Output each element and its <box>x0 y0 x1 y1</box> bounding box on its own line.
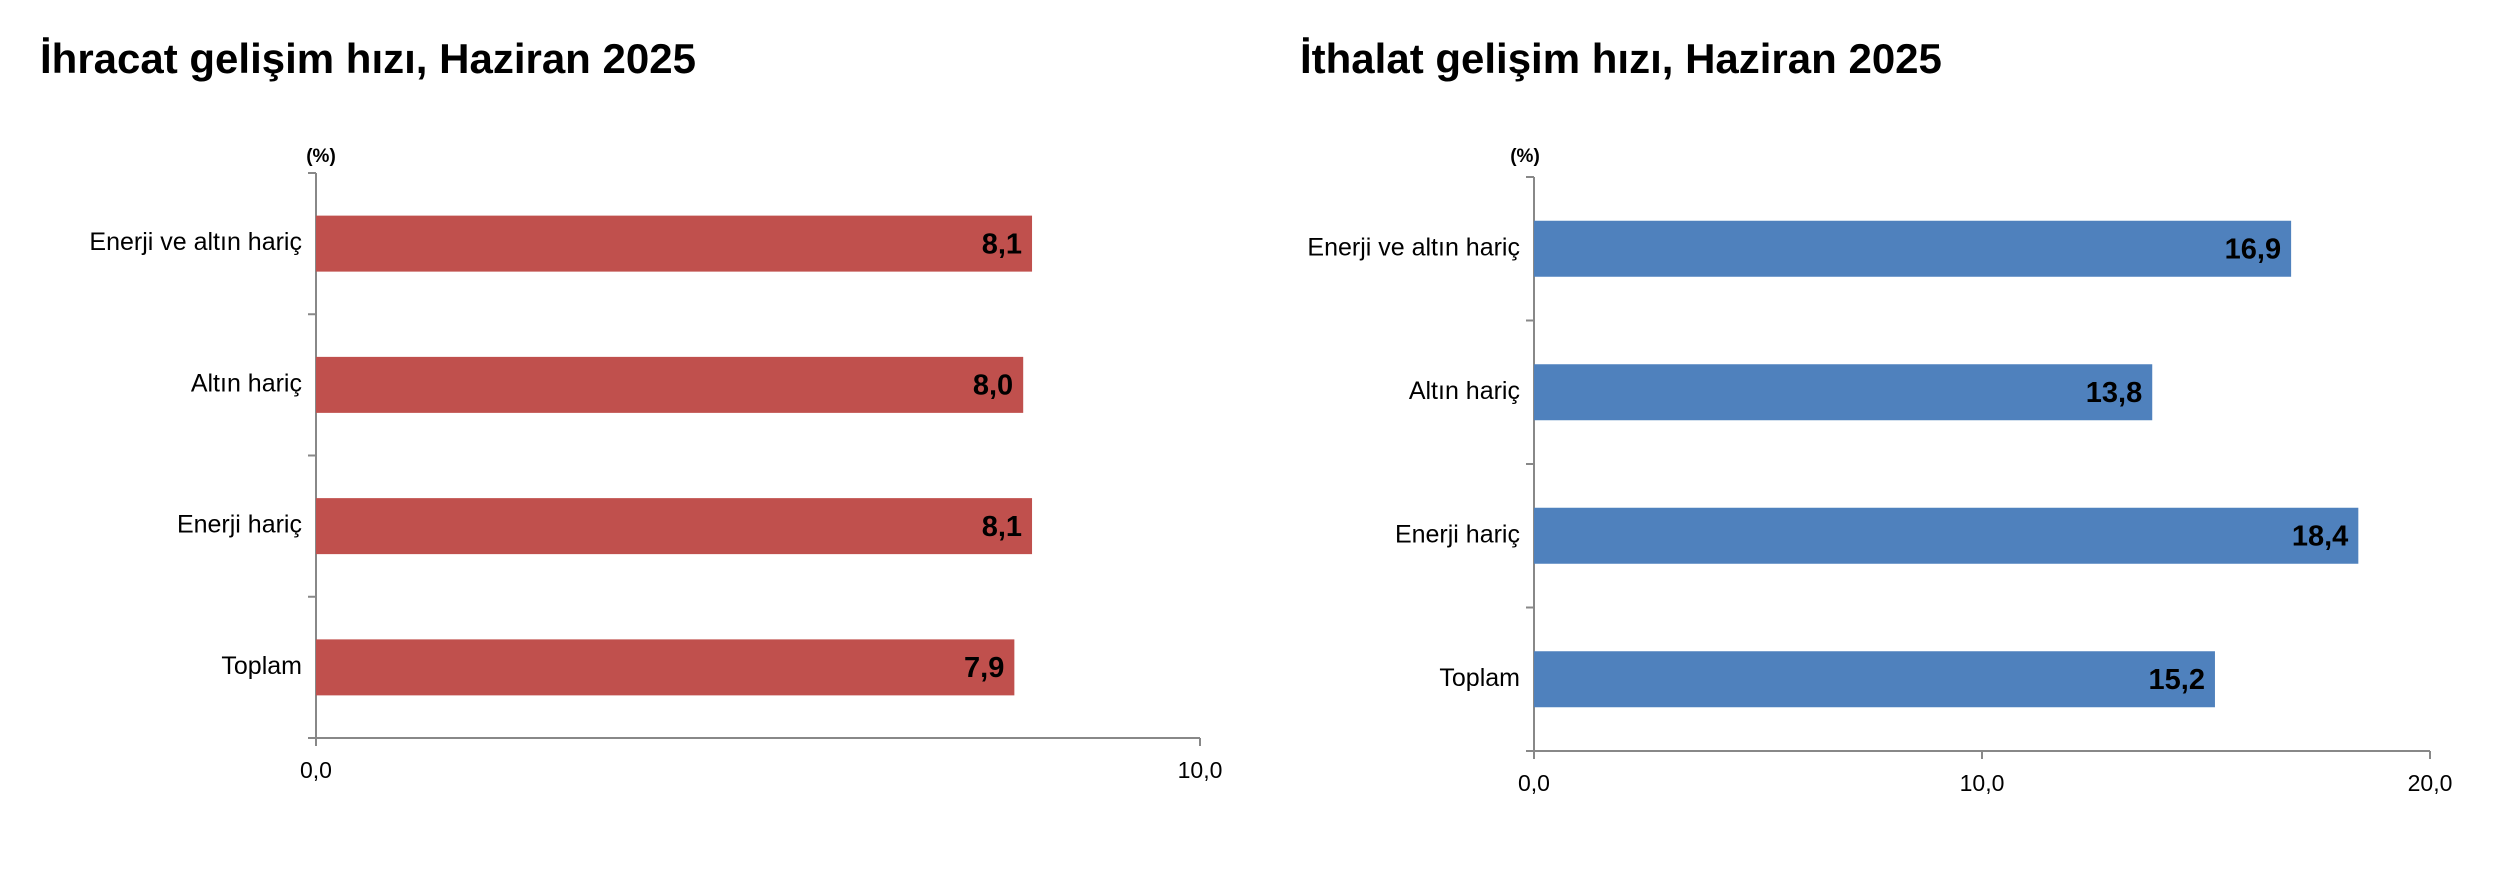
category-label: Enerji hariç <box>177 511 302 539</box>
x-tick-label: 10,0 <box>1960 770 2005 796</box>
bar <box>316 639 1015 696</box>
category-label: Toplam <box>221 652 302 680</box>
x-tick-label: 10,0 <box>1178 757 1223 783</box>
bar <box>316 356 1024 413</box>
category-label: Toplam <box>1439 664 1520 692</box>
category-label: Enerji hariç <box>1395 520 1520 548</box>
value-label: 7,9 <box>964 652 1004 684</box>
x-tick-label: 20,0 <box>2408 770 2453 796</box>
x-tick-label: 0,0 <box>300 757 332 783</box>
chart-title: İthalat gelişim hızı, Haziran 2025 <box>1300 35 1942 82</box>
value-label: 8,1 <box>982 511 1022 543</box>
value-label: 16,9 <box>2225 233 2281 265</box>
value-label: 15,2 <box>2149 664 2205 696</box>
unit-label: (%) <box>306 146 336 167</box>
unit-label: (%) <box>1510 146 1540 167</box>
chart-panel: İthalat gelişim hızı, Haziran 2025 (%) 0,0… <box>1300 35 2452 796</box>
bar <box>316 498 1033 555</box>
bar <box>1534 220 2292 277</box>
category-label: Enerji ve altın hariç <box>1307 233 1520 261</box>
value-label: 8,1 <box>982 228 1022 260</box>
bar <box>1534 507 2359 564</box>
value-label: 13,8 <box>2086 377 2142 409</box>
value-label: 18,4 <box>2292 520 2348 552</box>
bar <box>1534 364 2153 421</box>
chart-title: İhracat gelişim hızı, Haziran 2025 <box>40 35 696 82</box>
value-label: 8,0 <box>973 370 1013 402</box>
bar <box>316 215 1033 272</box>
category-label: Altın hariç <box>1409 377 1520 405</box>
chart-panel: İhracat gelişim hızı, Haziran 2025 (%) 0,0… <box>40 35 1222 783</box>
category-label: Altın hariç <box>191 369 302 397</box>
category-label: Enerji ve altın hariç <box>89 228 302 256</box>
bar <box>1534 651 2215 708</box>
x-tick-label: 0,0 <box>1518 770 1550 796</box>
